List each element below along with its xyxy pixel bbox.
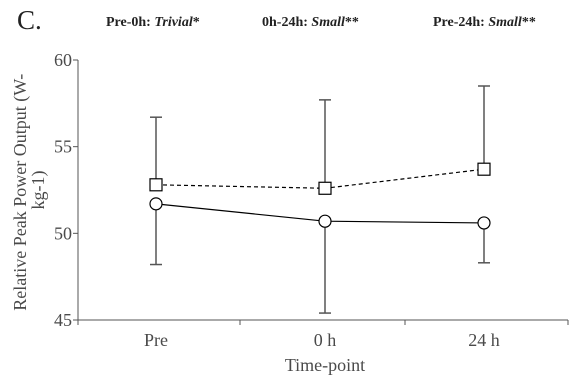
chart-marks <box>149 85 491 314</box>
effect-prefix: 0h-24h: <box>262 15 312 30</box>
panel-label: C. <box>17 5 42 35</box>
effect-suffix: ** <box>521 15 536 30</box>
y-tick-label: 50 <box>54 223 72 243</box>
effect-size: Small <box>311 15 345 30</box>
data-point-square <box>477 162 491 176</box>
y-tick-label: 55 <box>54 137 72 157</box>
effect-size: Small <box>488 15 522 30</box>
x-tick-label: 24 h <box>468 330 500 350</box>
axes: 45 50 55 60 Pre 0 h 24 h <box>54 50 569 350</box>
effect-prefix: Pre-24h: <box>433 15 489 30</box>
data-point-circle <box>477 216 491 230</box>
x-tick-label: 0 h <box>314 330 337 350</box>
data-point-square <box>149 178 163 192</box>
x-axis-title: Time-point <box>285 355 365 375</box>
x-tick-label: Pre <box>144 330 168 350</box>
data-point-square <box>318 181 332 195</box>
data-point-circle <box>149 197 163 211</box>
y-tick-label: 60 <box>54 50 72 70</box>
effect-pre-0h: Pre-0h: Trivial* <box>106 15 200 31</box>
y-axis-title: Relative Peak Power Output (W- kg-1) <box>10 69 49 310</box>
y-axis-title-line-2: kg-1) <box>28 171 49 210</box>
effect-size: Trivial <box>154 15 193 30</box>
effect-suffix: * <box>192 15 200 30</box>
data-point-circle <box>318 214 332 228</box>
y-axis-title-line-1: Relative Peak Power Output (W- <box>10 74 31 311</box>
y-tick-label: 45 <box>54 310 72 330</box>
effect-suffix: ** <box>344 15 359 30</box>
effect-pre-24h: Pre-24h: Small** <box>433 15 536 31</box>
effect-prefix: Pre-0h: <box>106 15 155 30</box>
effect-0h-24h: 0h-24h: Small** <box>262 15 359 31</box>
